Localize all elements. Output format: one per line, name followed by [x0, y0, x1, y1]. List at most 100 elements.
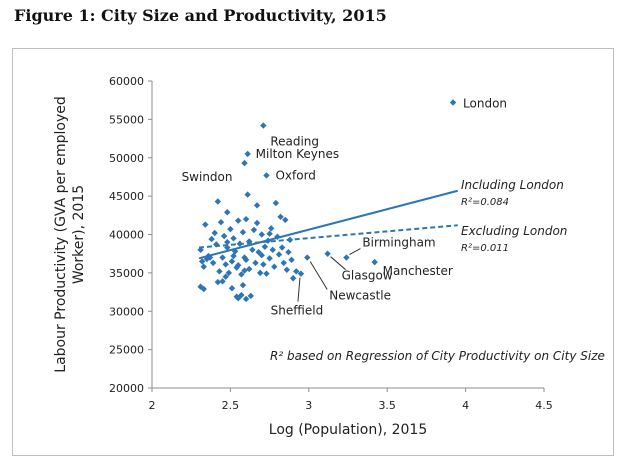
- fit-including-label: Including London: [461, 178, 564, 192]
- data-point: [261, 243, 269, 250]
- data-point: [371, 258, 378, 266]
- data-point: [222, 273, 229, 280]
- data-point: [242, 256, 250, 264]
- data-point: [244, 150, 251, 158]
- data-point: [277, 213, 284, 221]
- data-point: [275, 251, 283, 258]
- label-leader-line: [309, 261, 328, 290]
- data-point: [241, 267, 248, 274]
- data-point: [214, 198, 222, 205]
- data-point: [211, 229, 218, 237]
- data-point: [343, 254, 350, 261]
- city-label: Swindon: [182, 170, 233, 184]
- data-point: [247, 292, 254, 300]
- y-tick-label: 55000: [109, 113, 144, 126]
- fit-line-excluding-london: [198, 224, 458, 249]
- city-label: Manchester: [383, 264, 453, 278]
- city-label: Glasgow: [342, 269, 393, 283]
- data-point: [239, 281, 247, 289]
- data-point: [252, 259, 259, 267]
- data-point: [219, 254, 226, 261]
- tick-labels: 20000 25000 30000 35000 40000 45000 50000 55000…: [109, 75, 553, 412]
- data-point: [253, 202, 261, 209]
- data-point: [227, 225, 234, 233]
- label-leader-line: [297, 277, 301, 302]
- data-points: [197, 99, 457, 303]
- data-point: [271, 263, 278, 270]
- data-point: [304, 254, 311, 261]
- data-point: [263, 172, 270, 179]
- data-point: [266, 255, 273, 262]
- y-tick-label: 45000: [109, 190, 144, 203]
- chart-frame: 20000 25000 30000 35000 40000 45000 50000 55000…: [12, 48, 614, 456]
- scatter-chart: 20000 25000 30000 35000 40000 45000 50000 55000…: [53, 75, 605, 438]
- data-point: [263, 270, 270, 277]
- x-tick-label: 3: [305, 399, 312, 412]
- x-tick-label: 4: [462, 399, 469, 412]
- y-tick-label: 25000: [109, 344, 144, 357]
- x-axis-label: Log (Population), 2015: [269, 422, 427, 438]
- city-label: Newcastle: [329, 289, 391, 303]
- data-point: [282, 216, 289, 224]
- y-axis-label-line2: Worker), 2015: [71, 185, 87, 284]
- figure-title: Figure 1: City Size and Productivity, 20…: [14, 6, 387, 25]
- data-point: [269, 246, 276, 254]
- data-point: [220, 232, 228, 240]
- label-leader-line: [330, 256, 346, 271]
- data-point: [200, 285, 207, 293]
- fit-excluding-label: Excluding London: [461, 224, 567, 238]
- city-label: London: [463, 96, 507, 110]
- data-point: [230, 235, 237, 242]
- fit-lines: [198, 189, 459, 260]
- data-point: [250, 226, 258, 234]
- data-point: [198, 258, 206, 265]
- data-point: [222, 261, 229, 268]
- label-leader-line: [349, 248, 361, 255]
- x-tick-label: 2: [149, 399, 156, 412]
- city-label: Reading: [270, 135, 319, 149]
- city-label: Sheffield: [271, 304, 324, 318]
- data-point: [244, 191, 251, 198]
- data-point: [253, 219, 261, 227]
- data-point: [278, 244, 286, 251]
- data-point: [260, 122, 267, 129]
- data-point: [208, 235, 215, 243]
- data-point: [209, 259, 217, 267]
- y-tick-label: 20000: [109, 382, 144, 395]
- data-point: [283, 266, 291, 274]
- data-point: [230, 252, 237, 260]
- fit-line-including-london: [198, 189, 459, 260]
- data-point: [288, 256, 295, 264]
- data-point: [285, 248, 292, 256]
- x-tick-label: 3.5: [378, 399, 396, 412]
- data-point: [242, 295, 250, 303]
- fit-excluding-r2: R²=0.011: [461, 243, 509, 254]
- data-point: [256, 269, 264, 277]
- data-point: [280, 259, 287, 267]
- data-point: [219, 278, 226, 285]
- data-point: [238, 291, 245, 299]
- fit-including-r2: R²=0.084: [461, 197, 509, 208]
- data-point: [258, 231, 265, 238]
- data-point: [235, 262, 242, 269]
- y-tick-label: 60000: [109, 75, 144, 88]
- data-point: [324, 250, 331, 257]
- y-axis-label-line1: Labour Productivity (GVA per employed: [53, 96, 69, 372]
- city-label: Oxford: [275, 168, 315, 182]
- data-point: [249, 246, 256, 254]
- data-point: [217, 219, 225, 226]
- y-tick-label: 50000: [109, 152, 144, 165]
- data-point: [228, 258, 236, 265]
- axes: [148, 80, 545, 392]
- y-tick-label: 40000: [109, 229, 144, 242]
- data-point: [266, 230, 273, 237]
- data-point: [200, 263, 207, 270]
- data-point: [235, 217, 242, 224]
- data-point: [202, 221, 209, 228]
- data-point: [224, 209, 231, 216]
- data-point: [214, 278, 222, 286]
- data-point: [225, 269, 233, 277]
- data-point: [246, 238, 253, 245]
- data-point: [258, 252, 265, 259]
